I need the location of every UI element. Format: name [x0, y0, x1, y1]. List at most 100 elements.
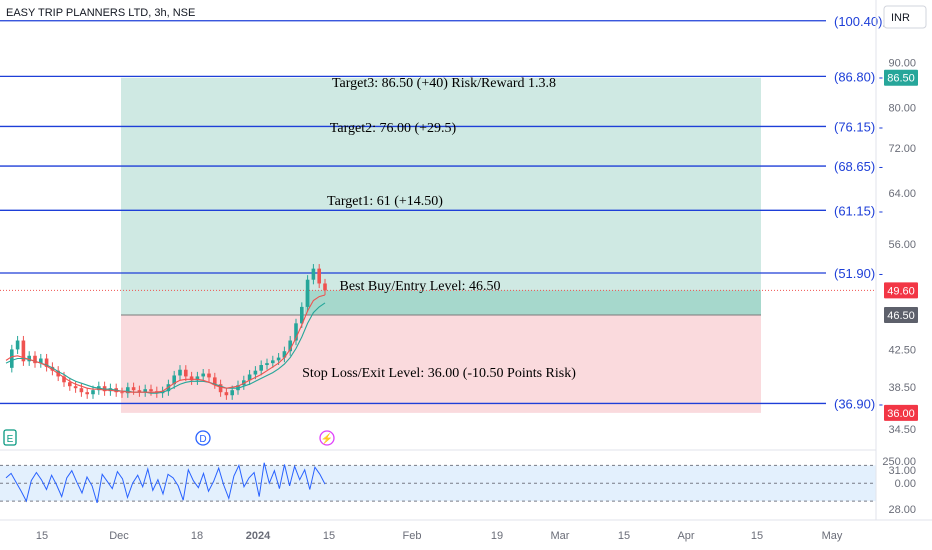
x-tick-3: 2024 — [246, 530, 271, 542]
candle-body-15 — [91, 390, 95, 395]
y-tick-5: 56.00 — [888, 239, 916, 251]
candle-body-11 — [68, 382, 72, 387]
candle-body-33 — [195, 376, 200, 381]
x-tick-11: May — [822, 530, 843, 542]
currency-label: INR — [891, 12, 910, 24]
x-tick-10: 15 — [751, 530, 763, 542]
candle-body-10 — [62, 376, 66, 383]
candle-body-30 — [178, 369, 182, 376]
price-tag-label-last: 49.60 — [887, 285, 915, 297]
y-tick-2: 80.00 — [888, 103, 916, 115]
candle-body-7 — [44, 358, 49, 367]
candle-body-12 — [73, 386, 78, 389]
earnings-icon — [3, 429, 17, 446]
candle-body-49 — [288, 340, 292, 352]
candle-body-39 — [230, 390, 234, 396]
candle-body-44 — [259, 365, 263, 371]
ema-fast-line — [5, 294, 326, 393]
candle-body-22 — [131, 387, 136, 391]
osc-y-tick-1: 0.00 — [895, 478, 916, 490]
price-tag-target — [884, 69, 918, 86]
level-label-2: (76.15) - — [834, 119, 883, 134]
candle-body-54 — [317, 268, 321, 284]
currency-button[interactable] — [883, 5, 927, 29]
annotation-1: Target2: 76.00 (+29.5) — [330, 121, 457, 136]
y-tick-4: 64.00 — [888, 188, 916, 200]
split-icon-label: ⚡ — [321, 432, 333, 445]
target-zone — [121, 77, 761, 316]
candle-body-36 — [213, 377, 217, 385]
candle-body-4 — [27, 355, 31, 362]
candle-body-47 — [276, 357, 281, 361]
y-tick-8: 34.50 — [888, 424, 916, 436]
y-tick-7: 38.50 — [888, 382, 916, 394]
candle-body-2 — [15, 340, 20, 350]
candle-body-13 — [79, 388, 84, 393]
y-tick-6: 42.50 — [888, 344, 916, 356]
price-tag-label-entry: 46.50 — [887, 310, 915, 322]
y-tick-9: 31.00 — [888, 465, 916, 477]
earnings-icon-label: E — [7, 434, 14, 445]
candle-body-8 — [50, 366, 55, 371]
candle-body-34 — [201, 373, 205, 377]
price-tag-label-target: 86.50 — [887, 73, 915, 85]
dividend-icon — [195, 430, 211, 446]
candle-body-35 — [207, 373, 211, 378]
x-tick-2: 18 — [191, 530, 203, 542]
candle-body-29 — [172, 375, 176, 385]
osc-y-tick-0: 250.00 — [882, 456, 916, 468]
candle-body-3 — [21, 340, 26, 362]
y-tick-3: 72.00 — [888, 143, 916, 155]
price-tag-entry — [884, 307, 918, 324]
candle-body-51 — [300, 306, 304, 324]
price-tag-last — [884, 282, 918, 299]
level-label-5: (51.90) - — [834, 266, 883, 281]
candle-body-45 — [265, 363, 269, 366]
candle-body-31 — [184, 369, 188, 377]
x-tick-0: 15 — [36, 530, 48, 542]
x-tick-9: Apr — [677, 530, 694, 542]
split-icon — [319, 430, 335, 446]
x-tick-4: 15 — [323, 530, 335, 542]
candle-body-55 — [323, 283, 327, 291]
candle-body-52 — [305, 279, 310, 307]
ema-slow-line — [5, 302, 326, 394]
level-label-6: (36.90) - — [834, 396, 883, 411]
candle-body-14 — [85, 392, 89, 395]
candle-body-38 — [224, 392, 229, 396]
x-tick-6: 19 — [491, 530, 503, 542]
stop-zone — [121, 315, 761, 413]
annotation-3: Best Buy/Entry Level: 46.50 — [340, 279, 501, 294]
x-tick-5: Feb — [403, 530, 422, 542]
candle-body-24 — [143, 389, 147, 393]
candle-body-6 — [39, 358, 43, 364]
annotation-4: Stop Loss/Exit Level: 36.00 (-10.50 Poin… — [302, 366, 576, 381]
candle-body-1 — [10, 349, 14, 368]
candle-body-43 — [253, 370, 258, 375]
candle-body-37 — [218, 384, 223, 393]
price-tag-label-stop: 36.00 — [887, 408, 915, 420]
open-profit-zone — [305, 290, 761, 316]
annotation-0: Target3: 86.50 (+40) Risk/Reward 1.3.8 — [332, 76, 556, 91]
annotation-2: Target1: 61 (+14.50) — [327, 194, 443, 209]
candle-body-5 — [33, 355, 37, 364]
candle-body-21 — [126, 387, 130, 394]
candle-body-25 — [149, 389, 153, 392]
x-tick-7: Mar — [551, 530, 570, 542]
y-tick-1: 90.00 — [888, 58, 916, 70]
osc-line — [5, 462, 326, 504]
candle-body-48 — [282, 351, 287, 358]
level-label-3: (68.65) - — [834, 159, 883, 174]
level-label-1: (86.80) - — [834, 69, 883, 84]
candle-body-23 — [137, 390, 142, 393]
x-tick-8: 15 — [618, 530, 630, 542]
level-label-4: (61.15) - — [834, 203, 883, 218]
candle-body-42 — [247, 374, 252, 381]
dividend-icon-label: D — [199, 434, 206, 445]
price-tag-stop — [884, 404, 918, 421]
candle-body-20 — [120, 392, 124, 394]
candle-body-32 — [189, 376, 194, 381]
candle-body-53 — [311, 268, 316, 280]
